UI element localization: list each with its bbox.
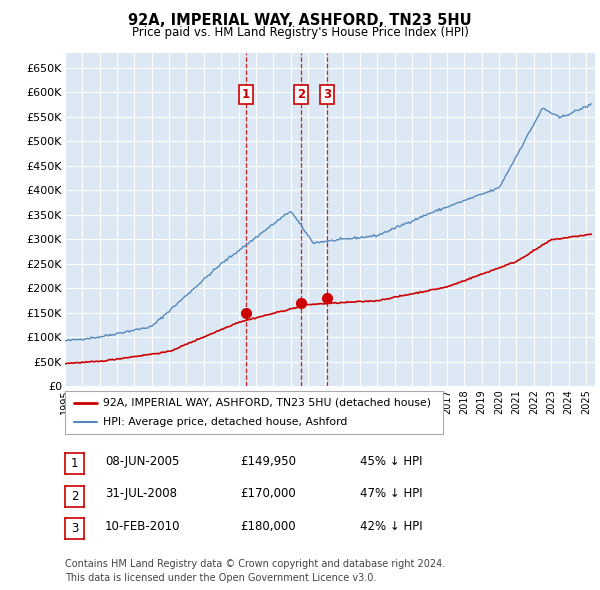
Text: 3: 3: [71, 522, 78, 535]
Text: 92A, IMPERIAL WAY, ASHFORD, TN23 5HU (detached house): 92A, IMPERIAL WAY, ASHFORD, TN23 5HU (de…: [103, 398, 431, 408]
Text: 10-FEB-2010: 10-FEB-2010: [105, 520, 181, 533]
Text: 3: 3: [323, 88, 331, 101]
Text: 47% ↓ HPI: 47% ↓ HPI: [360, 487, 422, 500]
Text: HPI: Average price, detached house, Ashford: HPI: Average price, detached house, Ashf…: [103, 417, 347, 427]
Text: £170,000: £170,000: [240, 487, 296, 500]
Text: Contains HM Land Registry data © Crown copyright and database right 2024.
This d: Contains HM Land Registry data © Crown c…: [65, 559, 445, 583]
Text: £149,950: £149,950: [240, 455, 296, 468]
Text: 1: 1: [242, 88, 250, 101]
Text: 31-JUL-2008: 31-JUL-2008: [105, 487, 177, 500]
Text: 2: 2: [71, 490, 78, 503]
Text: 1: 1: [71, 457, 78, 470]
Text: 45% ↓ HPI: 45% ↓ HPI: [360, 455, 422, 468]
Text: 92A, IMPERIAL WAY, ASHFORD, TN23 5HU: 92A, IMPERIAL WAY, ASHFORD, TN23 5HU: [128, 13, 472, 28]
Text: 2: 2: [296, 88, 305, 101]
Text: 42% ↓ HPI: 42% ↓ HPI: [360, 520, 422, 533]
Text: 08-JUN-2005: 08-JUN-2005: [105, 455, 179, 468]
Text: £180,000: £180,000: [240, 520, 296, 533]
Text: Price paid vs. HM Land Registry's House Price Index (HPI): Price paid vs. HM Land Registry's House …: [131, 26, 469, 39]
